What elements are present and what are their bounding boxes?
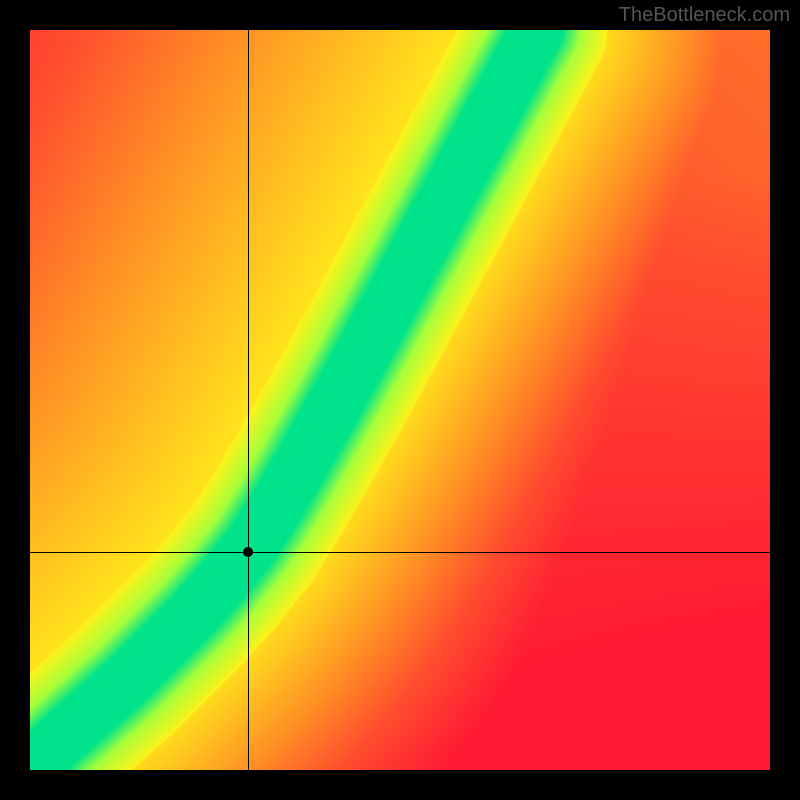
chart-container: TheBottleneck.com bbox=[0, 0, 800, 800]
crosshair-vertical bbox=[248, 30, 249, 770]
watermark-text: TheBottleneck.com bbox=[619, 4, 790, 27]
heatmap-canvas bbox=[30, 30, 770, 770]
heatmap-plot-area bbox=[30, 30, 770, 770]
crosshair-horizontal bbox=[30, 552, 770, 553]
crosshair-marker-dot bbox=[243, 547, 253, 557]
